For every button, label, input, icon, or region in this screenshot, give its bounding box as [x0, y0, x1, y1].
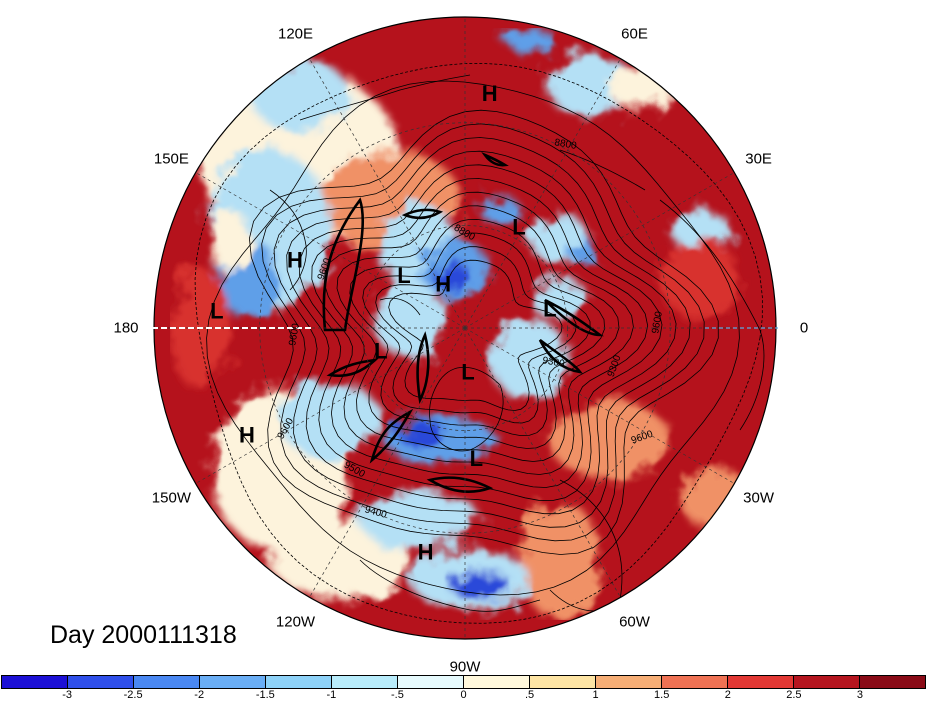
high-center-0: H: [482, 81, 498, 106]
colorbar-swatch-0: [2, 676, 68, 688]
colorbar-tick-12: 3: [856, 689, 863, 701]
colorbar-tick-7: .5: [525, 689, 535, 701]
high-center-1: H: [287, 247, 303, 272]
longitude-label-120e: 120E: [277, 25, 314, 43]
colorbar-swatch-3: [200, 676, 266, 688]
longitude-label-0: 0: [799, 319, 809, 337]
colorbar-swatch-12: [794, 676, 860, 688]
low-center-8: L: [397, 263, 410, 288]
longitude-label-150e: 150E: [153, 150, 189, 167]
page-title: Day 2000111318: [50, 621, 237, 649]
colorbar-swatch-11: [728, 676, 794, 688]
low-center-5: L: [210, 299, 223, 324]
low-center-7: L: [543, 296, 556, 321]
colorbar-tick-2: -2: [194, 689, 205, 701]
colorbar: [1, 675, 926, 689]
colorbar-swatch-10: [662, 676, 728, 688]
high-center-3: H: [418, 540, 434, 565]
anomaly-field: [154, 17, 776, 639]
colorbar-tick-11: 2.5: [786, 689, 802, 701]
contour-label-7: 8800: [554, 137, 578, 152]
longitude-label-90w: 90W: [449, 658, 481, 676]
colorbar-swatch-4: [266, 676, 332, 688]
colorbar-swatch-7: [464, 676, 530, 688]
colorbar-swatch-2: [134, 676, 200, 688]
low-center-9: L: [374, 339, 387, 364]
longitude-label-30w: 30W: [743, 489, 775, 506]
longitude-label-150w: 150W: [151, 489, 191, 506]
colorbar-tick-8: 1: [592, 689, 599, 701]
colorbar-swatch-5: [332, 676, 398, 688]
coastlines: [269, 74, 765, 612]
colorbar-tick-4: -1: [326, 689, 337, 701]
high-center-4: H: [435, 271, 451, 296]
longitude-label-60w: 60W: [619, 613, 650, 631]
low-center-10: L: [461, 359, 474, 384]
colorbar-tick-6: 0: [460, 689, 467, 701]
colorbar-swatch-1: [68, 676, 134, 688]
longitude-label-60e: 60E: [621, 25, 648, 43]
contour-label-5: 9300: [542, 355, 566, 370]
high-center-2: H: [239, 422, 255, 447]
colorbar-swatch-13: [860, 676, 925, 688]
colorbar-swatch-8: [530, 676, 596, 688]
longitude-label-180: 180: [113, 319, 139, 337]
colorbar-tick-1: -2.5: [123, 689, 143, 701]
contour-label-1: 9600: [287, 322, 302, 346]
longitude-label-120w: 120W: [275, 613, 316, 631]
colorbar-tick-10: 2: [724, 689, 731, 701]
colorbar-tick-5: -.5: [390, 689, 404, 701]
contour-label-9: 9600: [650, 310, 665, 334]
colorbar-swatch-9: [596, 676, 662, 688]
colorbar-tick-9: 1.5: [654, 689, 670, 701]
graticule: [154, 17, 776, 639]
low-center-6: L: [512, 214, 525, 239]
longitude-label-30e: 30E: [745, 150, 772, 167]
colorbar-swatch-6: [398, 676, 464, 688]
low-center-11: L: [470, 446, 483, 471]
height-contours: [194, 62, 763, 624]
colorbar-tick-3: -1.5: [255, 689, 275, 701]
colorbar-tick-0: -3: [62, 689, 72, 701]
